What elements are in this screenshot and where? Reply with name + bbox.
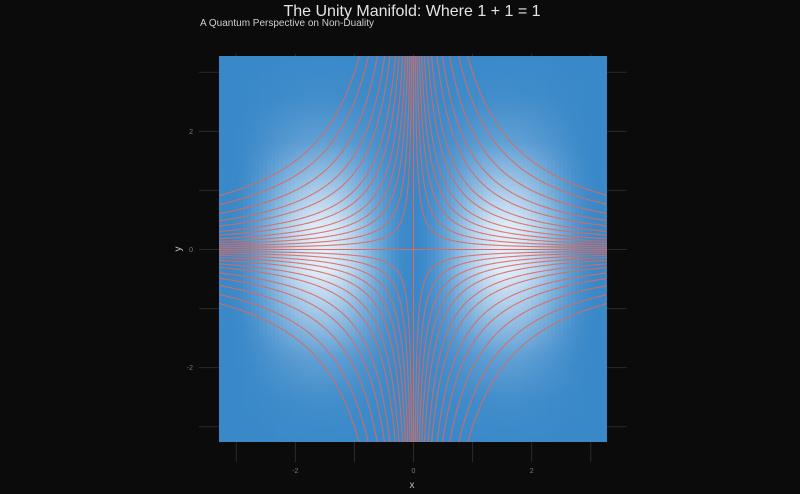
contour-line [441,56,607,222]
contour-line [219,56,369,206]
contour-line [414,250,607,442]
contour-line [418,254,607,442]
contour-line [219,56,406,242]
x-axis-title: x [410,480,415,491]
chart-subtitle: A Quantum Perspective on Non-Duality [200,18,374,29]
contour-line [219,56,411,247]
contour-line [219,250,413,442]
contour-line [418,56,607,245]
contour-line [219,266,396,442]
contour-line [219,56,386,222]
contour-line [219,302,360,442]
contour-line [219,56,404,240]
contour-lines [219,56,607,442]
x-tick-label: -2 [292,468,298,475]
contour-line [449,285,607,442]
contour-line [414,56,607,249]
y-tick-label: 0 [189,247,193,254]
contour-line [219,56,391,227]
y-tick-label: -2 [187,365,193,372]
contour-line [219,56,397,233]
contour-line [467,303,607,442]
contour-line [219,277,386,442]
contour-line [219,56,378,215]
contour-line [219,259,404,442]
contour-line [219,284,378,442]
contour-line [219,56,413,249]
contour-line [423,56,607,240]
contour-line [416,252,607,442]
contour-line [431,266,607,442]
contour-line [458,294,607,442]
y-axis-title: y [173,247,184,252]
x-tick-label: 2 [530,468,534,475]
contour-line [421,56,607,242]
contour-line [441,277,607,442]
contour-line [436,272,607,442]
contour-line [219,56,409,245]
contour-line [430,56,607,233]
contour-line [427,263,607,442]
contour-line [467,56,607,196]
contour-line [423,259,607,442]
contour-line [421,257,607,442]
contour-line [449,56,607,214]
contour-line [427,56,607,236]
contour-line [219,252,411,442]
y-tick-label: 2 [189,129,193,136]
contour-line [219,272,391,442]
tick-labels: -2 0 2 -2 0 2 [187,129,534,475]
contour-line [416,56,607,247]
x-tick-label: 0 [412,468,416,475]
contour-line [219,254,409,442]
contour-line [219,56,360,197]
contour-line [219,293,369,442]
chart-title: The Unity Manifold: Where 1 + 1 = 1 [283,3,541,20]
contour-line [219,56,400,236]
contour-line [219,257,406,442]
contour-line [436,56,607,227]
contour-line [219,263,400,442]
contour-line [458,56,607,205]
